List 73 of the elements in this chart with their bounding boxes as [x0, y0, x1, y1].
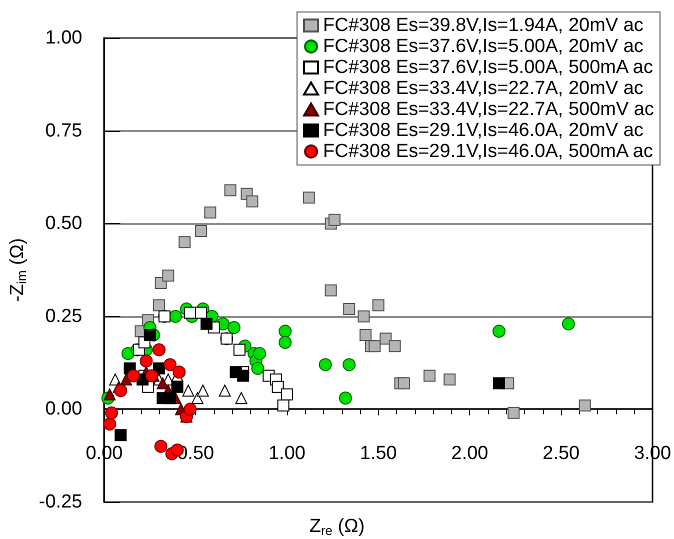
- legend-label: FC#308 Es=33.4V,Is=22.7A, 20mV ac: [323, 78, 644, 99]
- y-tick-label: 0.00: [45, 398, 82, 420]
- point: [200, 318, 213, 330]
- x-tick-label: 2.00: [451, 443, 488, 464]
- x-tick-label: 2.50: [542, 443, 580, 464]
- point: [237, 370, 250, 382]
- y-tick-label: 1.00: [45, 28, 82, 48]
- point: [171, 380, 184, 393]
- point: [114, 384, 128, 398]
- point: [178, 236, 191, 248]
- point: [424, 370, 436, 382]
- point: [103, 418, 116, 431]
- point: [278, 324, 292, 338]
- point: [342, 358, 356, 372]
- point: [508, 406, 520, 419]
- point: [380, 332, 392, 345]
- point: [372, 299, 384, 312]
- point: [154, 440, 168, 453]
- point: [164, 358, 177, 372]
- point: [204, 206, 216, 218]
- point: [562, 317, 575, 330]
- legend-label: FC#308 Es=33.4V,Is=22.7A, 500mV ac: [323, 99, 654, 120]
- point: [328, 214, 340, 226]
- legend-label: FC#308 Es=29.1V,Is=46.0A, 20mV ac: [323, 120, 644, 141]
- point: [140, 354, 153, 368]
- legend-label: FC#308 Es=37.6V,Is=5.00A, 20mV ac: [323, 36, 644, 57]
- point: [253, 347, 266, 360]
- point: [492, 324, 506, 338]
- point: [104, 388, 116, 400]
- y-tick-label: 0.50: [45, 213, 82, 234]
- point: [153, 299, 166, 312]
- point: [162, 270, 174, 282]
- point: [578, 399, 591, 412]
- point: [246, 195, 258, 208]
- legend-label: FC#308 Es=39.8V,Is=1.94A, 20mV ac: [323, 15, 644, 36]
- y-axis-title: -Zim (Ω): [7, 238, 29, 302]
- point: [233, 344, 246, 356]
- point: [324, 284, 337, 296]
- x-tick-label: 1.50: [360, 443, 397, 464]
- point: [105, 406, 118, 420]
- y-tick-label: 0.25: [45, 306, 82, 327]
- point: [368, 340, 381, 352]
- point: [398, 377, 410, 390]
- point: [195, 306, 208, 319]
- point: [152, 343, 166, 356]
- point: [360, 328, 372, 341]
- point: [318, 358, 332, 372]
- y-tick-label: -0.25: [38, 492, 82, 512]
- point: [156, 377, 169, 390]
- point: [184, 306, 196, 319]
- point: [164, 392, 176, 404]
- point: [278, 336, 292, 349]
- point: [492, 377, 505, 390]
- point: [343, 302, 356, 315]
- point: [172, 366, 186, 379]
- point: [114, 429, 127, 442]
- point: [169, 310, 182, 323]
- point: [184, 402, 197, 416]
- legend-label: FC#308 Es=37.6V,Is=5.00A, 500mA ac: [323, 57, 653, 78]
- point: [444, 374, 456, 386]
- point: [144, 328, 156, 341]
- point: [227, 321, 240, 334]
- y-tick-label: 0.75: [45, 120, 82, 142]
- point: [251, 362, 264, 375]
- point: [224, 184, 236, 196]
- point: [302, 192, 315, 204]
- x-tick-label: 1.00: [268, 443, 306, 464]
- point: [126, 369, 140, 382]
- point: [338, 392, 352, 405]
- point: [358, 310, 370, 322]
- legend-label: FC#308 Es=29.1V,Is=46.0A, 500mA ac: [323, 141, 653, 162]
- point: [195, 225, 208, 238]
- point: [388, 340, 401, 352]
